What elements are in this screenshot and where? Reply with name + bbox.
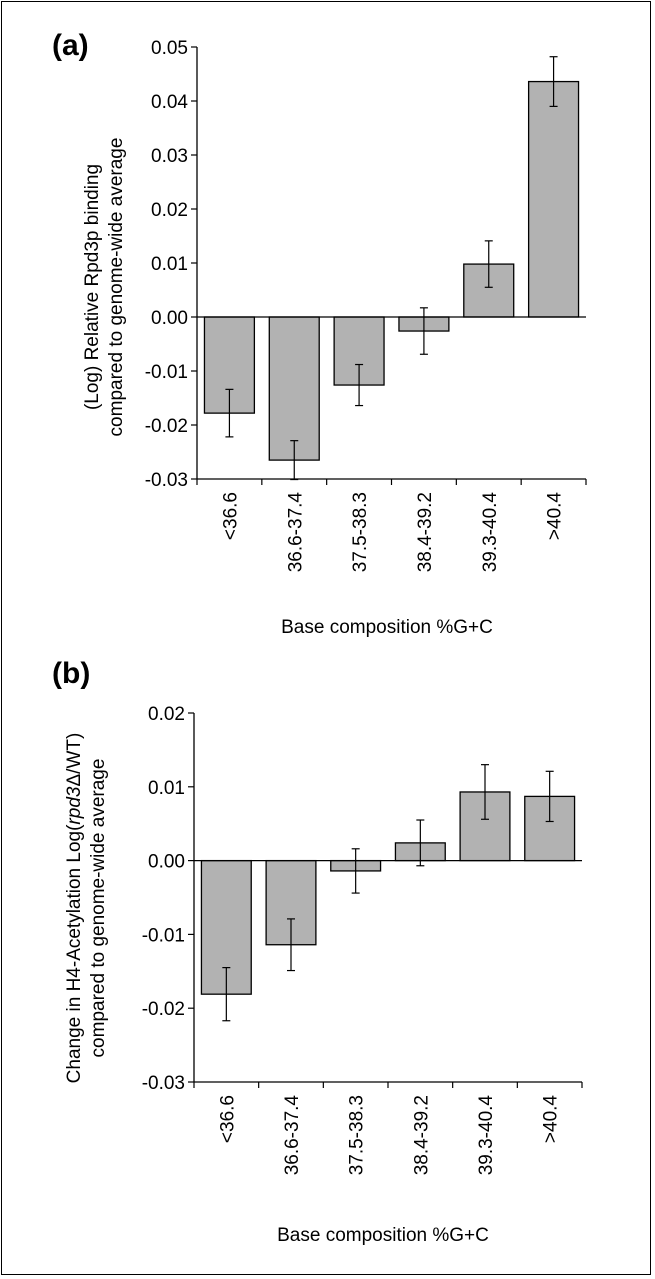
- x-tick-label-b-0: <36.6: [217, 1095, 238, 1143]
- x-tick-label-b-2: 37.5-38.3: [347, 1095, 368, 1175]
- y-tick-label-a-1: 0.04: [151, 92, 188, 113]
- x-tick-label-b-1: 36.6-37.4: [282, 1095, 303, 1176]
- x-tick-label-b-4: 39.3-40.4: [476, 1095, 497, 1176]
- y-axis-title-a-line1: (Log) Relative Rpd3p binding: [82, 164, 103, 410]
- error-bar-a-4: [484, 240, 493, 288]
- y-axis-title-b-line2: compared to genome-wide average: [88, 759, 109, 1058]
- y-tick-label-a-4: 0.01: [151, 254, 188, 275]
- y-axis-title-b-line1: Change in H4-Acetylation Log(rpd3Δ/WT): [64, 733, 85, 1084]
- y-tick-label-b-2: 0.00: [148, 852, 185, 873]
- y-axis-title-b-part4: /WT): [64, 733, 85, 774]
- y-tick-label-b-5: -0.03: [142, 1073, 185, 1094]
- y-tick-label-b-0: 0.02: [148, 704, 185, 725]
- y-tick-label-a-3: 0.02: [151, 200, 188, 221]
- y-tick-label-b-3: -0.01: [142, 925, 185, 946]
- bar-a-5: [527, 80, 580, 318]
- panel-label-a: (a): [52, 29, 89, 62]
- y-tick-label-a-8: -0.03: [145, 470, 188, 491]
- y-tick-label-a-7: -0.02: [145, 416, 188, 437]
- error-bar-b-0: [222, 967, 231, 1022]
- y-tick-label-a-2: 0.03: [151, 146, 188, 167]
- error-bar-b-4: [481, 764, 489, 820]
- error-bar-b-5: [545, 770, 554, 823]
- y-axis-title-a-line2: compared to genome-wide average: [106, 138, 127, 437]
- error-bar-a-5: [549, 56, 558, 108]
- y-axis-title-b-part3: Δ: [64, 774, 85, 787]
- error-bar-a-3: [419, 307, 428, 355]
- x-tick-label-a-5: >40.4: [545, 492, 566, 541]
- y-tick-label-b-4: -0.02: [142, 999, 185, 1020]
- x-axis-title-a: Base composition %G+C: [281, 617, 493, 638]
- y-tick-label-a-5: 0.00: [151, 308, 188, 329]
- x-tick-label-a-3: 38.4-39.2: [415, 492, 436, 572]
- x-tick-label-a-2: 37.5-38.3: [350, 492, 371, 572]
- error-bar-a-0: [225, 388, 234, 438]
- y-axis-title-b-part1: Change in H4-Acetylation Log(: [64, 824, 85, 1083]
- x-tick-label-a-0: <36.6: [220, 492, 241, 540]
- x-tick-label-b-5: >40.4: [541, 1095, 562, 1144]
- x-tick-label-b-3: 38.4-39.2: [411, 1095, 432, 1175]
- panel-label-b: (b): [52, 657, 90, 690]
- y-axis-title-b-part2: rpd3: [64, 786, 85, 824]
- error-bar-b-1: [287, 918, 295, 972]
- error-bar-b-3: [416, 819, 425, 867]
- plot-area-a: <36.6 36.6-37.4 37.5-38.3 38.4-39.2 39.3-40.…: [145, 38, 587, 573]
- y-tick-label-a-0: 0.05: [151, 38, 188, 59]
- x-tick-label-a-1: 36.6-37.4: [285, 492, 306, 573]
- y-tick-label-b-1: 0.01: [148, 778, 185, 799]
- error-bar-b-2: [351, 848, 360, 894]
- y-tick-label-a-6: -0.01: [145, 362, 188, 383]
- x-tick-label-a-4: 39.3-40.4: [480, 492, 501, 573]
- x-axis-title-b: Base composition %G+C: [277, 1225, 489, 1246]
- plot-area-b: <36.6 36.6-37.4 37.5-38.3 38.4-39.2 39.3-40.…: [142, 704, 583, 1176]
- bar-a-1: [268, 316, 320, 461]
- error-bar-a-2: [355, 363, 364, 407]
